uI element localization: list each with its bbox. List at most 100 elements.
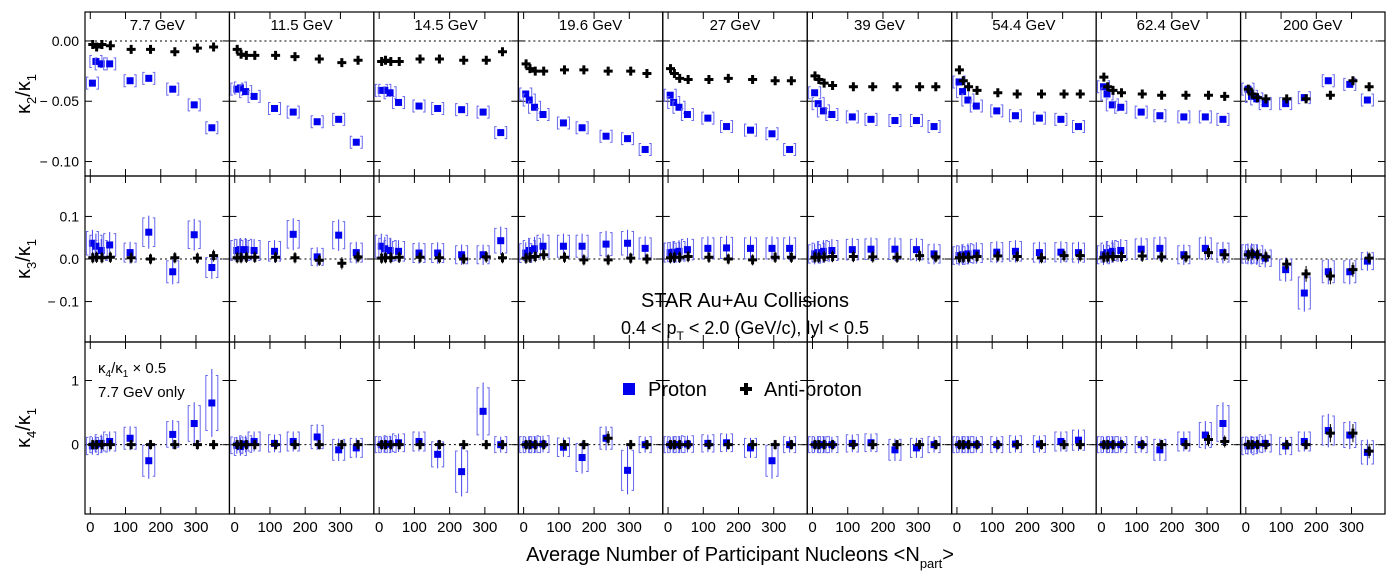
proton-systematic-bracket [969,99,983,113]
proton-systematic-bracket [701,434,715,453]
proton-point [723,123,731,131]
x-tick-label: 0 [1097,519,1105,536]
x-tick-label: 100 [113,519,138,536]
panel-frame [373,341,519,515]
proton-point [723,439,731,447]
proton-systematic-bracket [286,431,300,452]
proton-systematic-bracket [1153,438,1167,461]
proton-systematic-bracket [1177,110,1191,124]
antiproton-point [972,85,982,95]
proton-point [352,444,360,452]
antiproton-point [1075,440,1085,450]
proton-point [145,74,153,82]
antiproton-point [723,254,733,264]
y-axis-label-part: 4 [24,431,39,438]
proton-systematic-bracket [268,434,282,453]
proton-point [381,245,389,253]
proton-point [497,129,505,137]
proton-systematic-bracket [1008,241,1022,262]
antiproton-point [559,252,569,262]
proton-point [1219,249,1227,257]
proton-point [271,247,279,255]
proton-point [458,106,466,114]
proton-systematic-bracket [205,121,219,135]
proton-systematic-bracket [1198,110,1212,124]
antiproton-point [415,252,425,262]
proton-systematic-bracket [349,135,363,149]
panel-frame [517,341,664,515]
antiproton-point [415,440,425,450]
proton-point [578,454,586,462]
proton-systematic-bracket [412,431,426,452]
proton-point [525,96,533,104]
proton-systematic-bracket [166,421,180,448]
antiproton-point [1325,90,1335,100]
antiproton-point [1348,265,1358,275]
antiproton-point [868,440,878,450]
proton-systematic-bracket [909,437,923,458]
proton-systematic-bracket [1216,112,1230,126]
proton-point [190,420,198,428]
proton-systematic-bracket [1134,105,1148,119]
y-axis-label-part: /κ [13,414,35,431]
antiproton-point [1099,72,1109,82]
proton-point [335,231,343,239]
antiproton-point [1243,84,1253,94]
antiproton-point [250,440,260,450]
proton-point [190,231,198,239]
proton-point [531,103,539,111]
proton-systematic-bracket [990,242,1004,263]
x-tick-label: 300 [761,519,786,536]
antiproton-point [1348,76,1358,86]
proton-systematic-bracket [349,437,363,458]
legend-proton-marker [623,383,635,395]
proton-systematic-bracket [927,120,941,134]
antiproton-point [1037,440,1046,450]
antiproton-point [626,440,636,450]
antiproton-point [337,258,347,268]
antiproton-point [915,440,925,450]
antiproton-point [394,56,404,66]
panel-energy-label: 27 GeV [710,17,761,34]
proton-point [670,98,678,106]
proton-systematic-bracket [1153,109,1167,123]
proton-systematic-bracket [455,450,469,493]
proton-point [1219,420,1227,428]
x-tick-label: 200 [870,519,895,536]
proton-point [768,244,776,252]
antiproton-point [497,47,507,57]
antiproton-point [434,253,444,263]
proton-point [434,104,442,112]
proton-point [559,242,567,250]
antiproton-point [786,440,796,450]
proton-point [1035,114,1043,122]
proton-systematic-bracket [1258,249,1272,267]
antiproton-point [666,64,676,74]
proton-systematic-bracket [1279,258,1293,281]
proton-systematic-bracket [494,126,508,140]
antiproton-point [481,252,491,262]
proton-systematic-bracket [556,116,570,130]
proton-systematic-bracket [1198,237,1212,260]
proton-systematic-bracket [476,105,490,119]
proton-systematic-bracket [142,71,156,85]
proton-point [169,268,177,276]
proton-systematic-bracket [85,76,99,90]
proton-systematic-bracket [455,245,469,265]
proton-systematic-bracket [1153,237,1167,260]
panel-energy-label: 39 GeV [854,17,905,34]
antiproton-point [1181,252,1191,262]
proton-systematic-bracket [1008,109,1022,123]
proton-systematic-bracket [599,129,613,143]
antiproton-point [603,66,613,76]
panel-energy-label: 19.6 GeV [559,17,622,34]
antiproton-point [993,440,1003,450]
antiproton-point [1325,271,1335,281]
proton-systematic-bracket [247,89,261,103]
proton-point [377,242,385,250]
proton-systematic-bracket [680,108,694,121]
antiproton-point [1301,269,1311,279]
panel-energy-label: 11.5 GeV [271,17,333,34]
proton-point [377,86,385,94]
x-tick-label: 0 [1242,519,1250,536]
